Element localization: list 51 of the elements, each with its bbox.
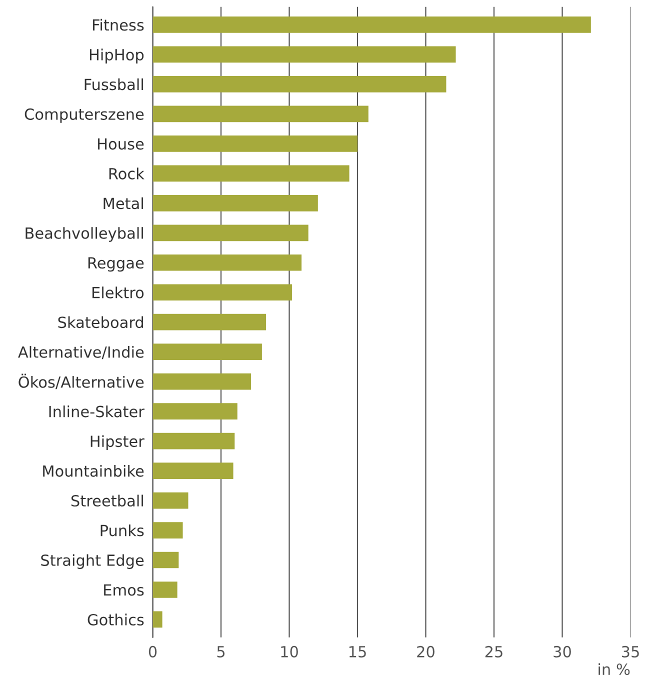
x-tick-label: 0 (148, 646, 157, 658)
y-tick-label: Beachvolleyball (26, 227, 143, 242)
y-tick-label: HipHop (90, 48, 144, 64)
bar (152, 165, 350, 182)
bar (152, 194, 318, 212)
bar (152, 552, 179, 568)
x-tick-label: 30 (554, 646, 571, 658)
x-axis-title: in % (598, 663, 630, 676)
bar (152, 462, 234, 479)
x-tick-label: 15 (349, 646, 366, 658)
y-tick-label: Fussball (84, 78, 143, 90)
y-tick-label: Rock (109, 168, 144, 180)
bar (152, 16, 591, 33)
bar (152, 403, 238, 420)
y-tick-label: Inline-Skater (49, 406, 144, 418)
x-tick-label: 35 (622, 646, 639, 658)
y-tick-label: Skateboard (58, 316, 144, 328)
bar (152, 492, 188, 509)
bar (152, 254, 302, 271)
x-tick-label: 25 (485, 646, 502, 658)
bar (152, 284, 292, 301)
bar (152, 373, 252, 390)
x-tick-label: 10 (281, 646, 298, 658)
bar (152, 224, 308, 242)
y-tick-label: Emos (104, 584, 144, 596)
bar (152, 136, 358, 152)
bar (152, 46, 456, 63)
y-tick-label: Ökos/Alternative (18, 374, 144, 390)
y-tick-label: Fitness (93, 18, 144, 31)
bar (152, 611, 162, 628)
x-tick-label: 5 (217, 646, 225, 658)
y-tick-label: House (98, 138, 144, 150)
y-tick-label: Computerszene (24, 108, 144, 123)
bar (152, 582, 178, 598)
bar (152, 106, 368, 122)
bar (152, 314, 266, 330)
y-tick-label: Gothics (88, 614, 144, 626)
y-tick-label: Mountainbike (43, 464, 144, 477)
y-tick-label: Reggae (88, 257, 144, 272)
x-tick-label: 20 (417, 646, 434, 658)
y-tick-label: Straight Edge (41, 554, 144, 569)
bar (152, 76, 446, 92)
bar (152, 344, 262, 360)
y-tick-label: Streetball (71, 494, 143, 507)
y-tick-label: Alternative/Indie (18, 346, 144, 360)
y-tick-label: Metal (104, 197, 143, 210)
y-tick-label: Elektro (92, 286, 144, 298)
bar (152, 432, 235, 450)
y-tick-label: Punks (100, 524, 144, 536)
y-tick-label: Hipster (90, 435, 144, 450)
bar (152, 522, 183, 538)
